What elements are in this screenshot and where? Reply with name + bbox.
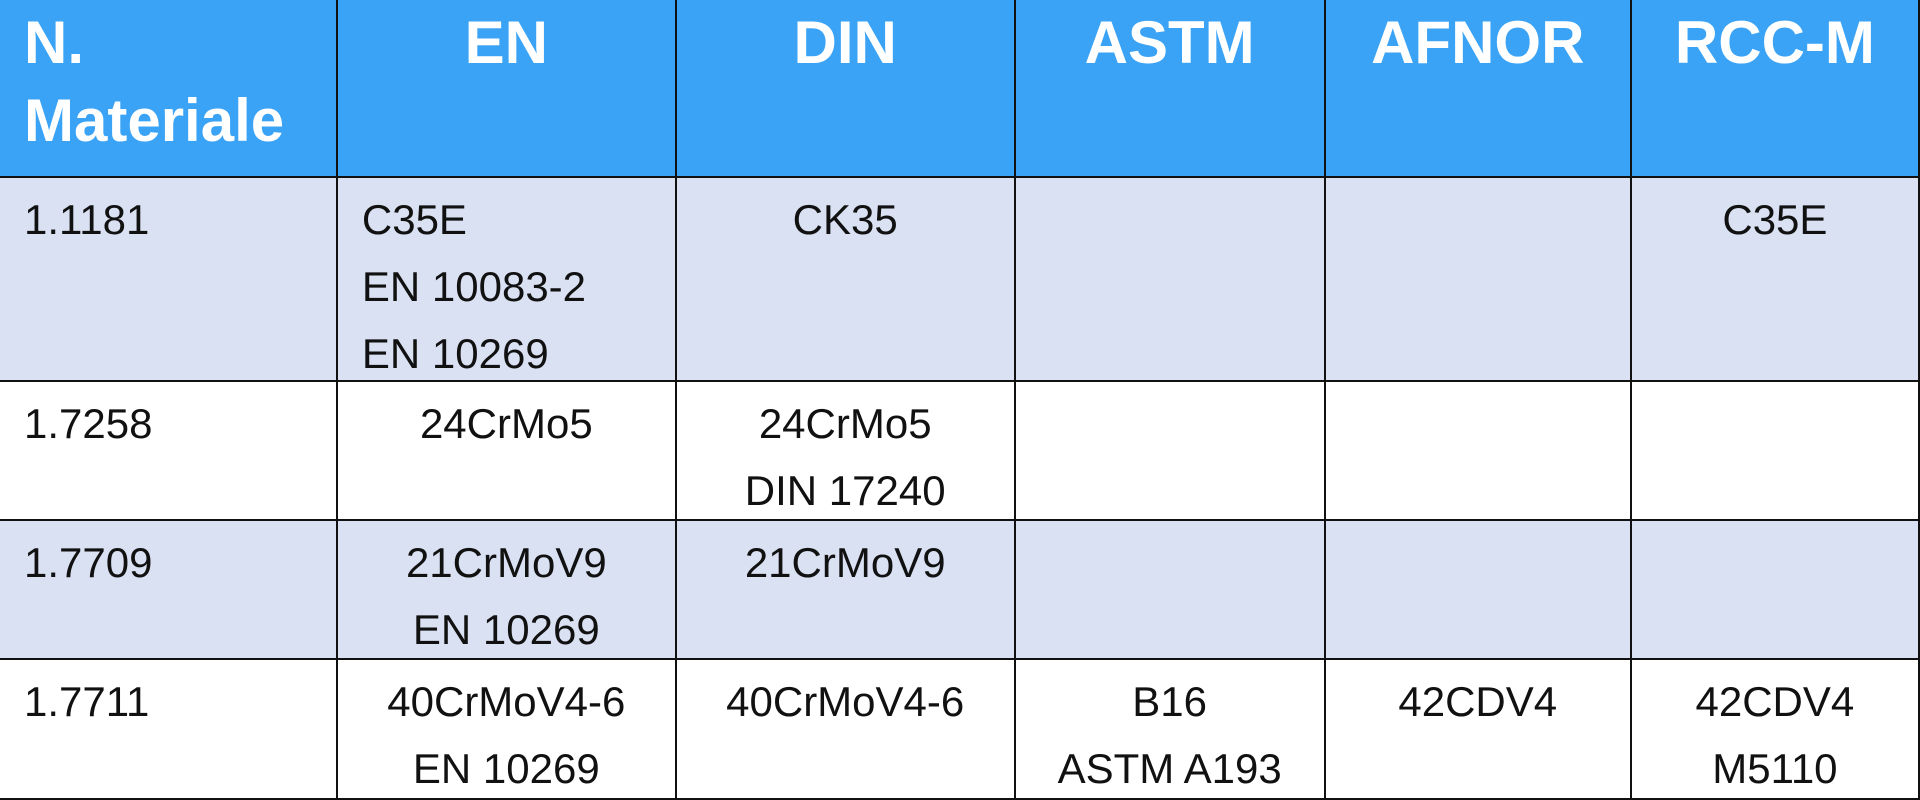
table-cell: 1.7711 <box>0 659 336 798</box>
table-cell: 1.7258 <box>0 382 336 520</box>
table-cell <box>1325 177 1630 381</box>
header-cell: EN <box>337 0 675 176</box>
table-cell: 42CDV4 <box>1325 659 1630 798</box>
cell-line: 24CrMo5 <box>758 400 932 448</box>
cell-line: DIN 17240 <box>744 467 946 515</box>
header-cell: RCC-M <box>1631 0 1918 176</box>
cell-line: B16 <box>1132 677 1208 725</box>
table-cell: 21CrMoV9 EN 10269 <box>337 521 675 658</box>
table-cell <box>1631 521 1918 658</box>
cell-line: 1.7258 <box>24 400 153 448</box>
table-cell: 40CrMoV4-6 <box>676 659 1014 798</box>
table-cell <box>1325 382 1630 520</box>
header-cell: DIN <box>676 0 1014 176</box>
table-cell: B16 ASTM A193 <box>1015 659 1324 798</box>
cell-line: C35E <box>1722 195 1828 243</box>
cell-line: 21CrMoV9 <box>744 539 946 587</box>
cell-line: 42CDV4 <box>1398 677 1558 725</box>
table-cell: 42CDV4 M5110 <box>1631 659 1918 798</box>
table-cell <box>1631 382 1918 520</box>
table-cell <box>1015 521 1324 658</box>
table-cell: 1.1181 <box>0 177 336 381</box>
table-cell <box>1015 382 1324 520</box>
cell-line: EN 10269 <box>412 744 600 792</box>
table-cell: 24CrMo5 <box>337 382 675 520</box>
cell-line: 1.1181 <box>24 195 150 243</box>
cell-line: CK35 <box>792 195 898 243</box>
cell-line: C35E <box>361 195 467 243</box>
table-cell: 24CrMo5 DIN 17240 <box>676 382 1014 520</box>
table-cell: CK35 <box>676 177 1014 381</box>
table-cell <box>1015 177 1324 381</box>
cell-line: 40CrMoV4-6 <box>387 677 626 725</box>
table-cell: C35E <box>1631 177 1918 381</box>
cell-line: ASTM A193 <box>1057 744 1282 792</box>
table-cell: 40CrMoV4-6 EN 10269 <box>337 659 675 798</box>
cell-line: 42CDV4 <box>1695 677 1855 725</box>
header-cell: N. Materiale <box>0 0 336 176</box>
cell-line: 1.7711 <box>24 677 150 725</box>
header-cell: AFNOR <box>1325 0 1630 176</box>
cell-line: 24CrMo5 <box>419 400 593 448</box>
cell-line: EN 10083-2 <box>361 262 587 310</box>
cell-line: 21CrMoV9 <box>405 539 607 587</box>
table-cell <box>1325 521 1630 658</box>
cell-line: 40CrMoV4-6 <box>726 677 965 725</box>
table-cell: C35E EN 10083-2 EN 10269 <box>337 177 675 381</box>
cell-line: EN 10269 <box>361 329 549 377</box>
cell-line: EN 10269 <box>412 606 600 654</box>
cell-line: 1.7709 <box>24 539 153 587</box>
table-cell: 21CrMoV9 <box>676 521 1014 658</box>
header-cell: ASTM <box>1015 0 1324 176</box>
table-cell: 1.7709 <box>0 521 336 658</box>
cell-line: M5110 <box>1712 744 1838 792</box>
